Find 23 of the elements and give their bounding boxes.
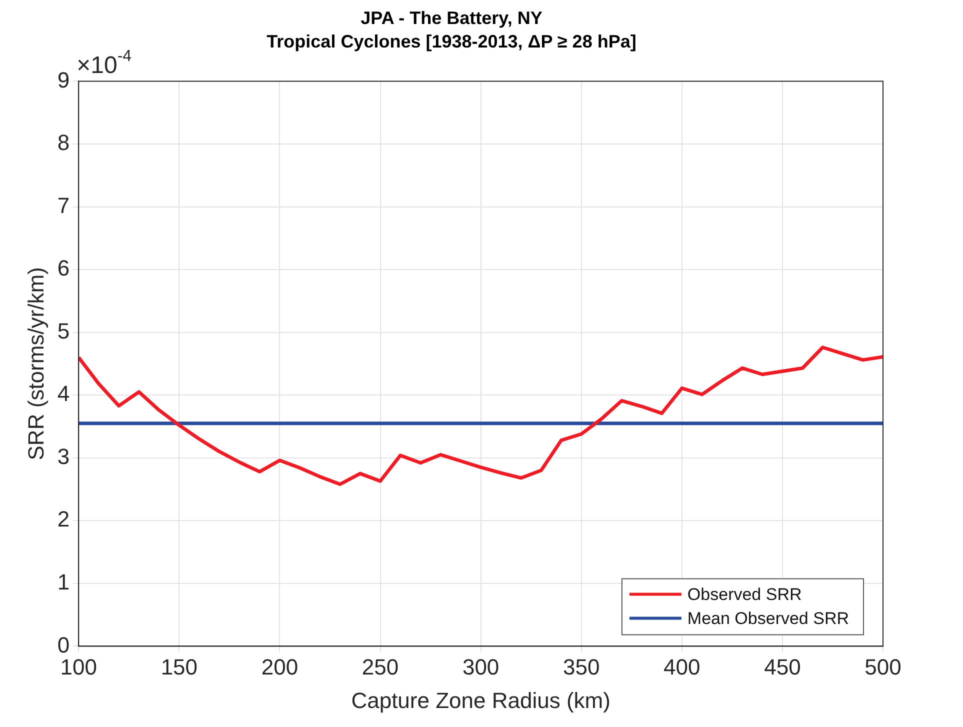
x-axis-title: Capture Zone Radius (km)	[351, 688, 610, 713]
y-tick-label: 9	[57, 67, 70, 92]
y-tick-label: 6	[57, 256, 70, 281]
x-tick-label: 200	[261, 654, 298, 680]
y-tick-label: 1	[57, 569, 70, 594]
y-tick-label: 5	[57, 318, 70, 344]
x-tick-label: 400	[664, 654, 700, 680]
chart-title: JPA - The Battery, NY	[360, 8, 542, 28]
x-tick-label: 300	[462, 654, 500, 680]
x-tick-label: 450	[764, 654, 801, 680]
y-tick-label: 4	[57, 381, 70, 406]
y-tick-label: 7	[57, 192, 70, 218]
x-tick-label: 500	[864, 654, 902, 680]
chart-subtitle: Tropical Cyclones [1938-2013, ΔP ≥ 28 hPa]	[266, 31, 636, 52]
x-tick-label: 150	[160, 654, 198, 680]
y-tick-label: 2	[57, 506, 70, 532]
y-axis-title: SRR (storms/yr/km)	[23, 267, 48, 460]
x-tick-label: 350	[563, 654, 600, 680]
x-tick-label: 250	[362, 654, 399, 680]
legend-label: Mean Observed SRR	[687, 608, 850, 628]
y-tick-label: 8	[57, 130, 70, 156]
y-tick-label: 3	[57, 444, 70, 469]
legend-label: Observed SRR	[687, 584, 802, 604]
